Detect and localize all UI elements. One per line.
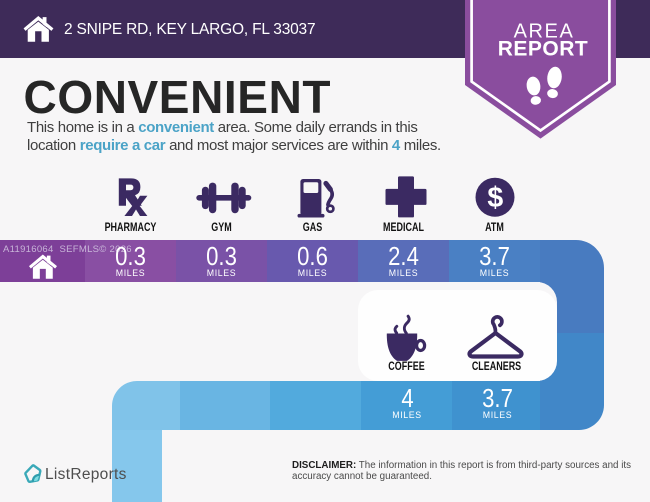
- svg-text:$: $: [487, 182, 503, 214]
- svg-text:REPORT: REPORT: [498, 38, 589, 61]
- svg-text:AREA: AREA: [514, 21, 575, 43]
